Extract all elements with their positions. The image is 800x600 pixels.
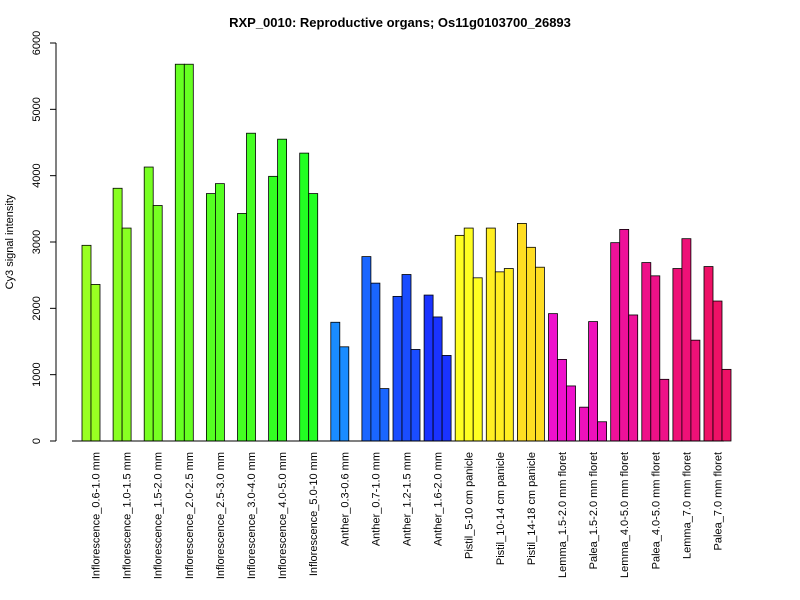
x-tick-label: Pistil_14-18 cm panicle (526, 452, 538, 565)
bar (90, 284, 101, 442)
bar (690, 339, 701, 442)
bar (610, 242, 621, 442)
y-tick-label: 6000 (31, 31, 43, 55)
y-tick-label: 2000 (31, 296, 43, 320)
x-tick-label: Inflorescence_3.0-4.0 mm (246, 452, 258, 579)
bar (454, 234, 465, 442)
y-tick-label: 4000 (31, 163, 43, 187)
x-tick-label: Inflorescence_5.0-10 mm (308, 452, 320, 576)
bar (268, 175, 279, 442)
bar (401, 274, 412, 442)
chart-title: RXP_0010: Reproductive organs; Os11g0103… (229, 15, 571, 30)
x-tick-label: Lemma_1.5-2.0 mm floret (557, 452, 569, 578)
bar (214, 183, 225, 442)
bar (174, 63, 185, 442)
x-tick-label: Pistil_10-14 cm panicle (495, 452, 507, 565)
x-tick-label: Inflorescence_1.5-2.0 mm (153, 452, 165, 579)
x-tick-label: Lemma_7.0 mm floret (681, 452, 693, 559)
bar (392, 295, 403, 442)
bar (672, 268, 683, 442)
bar (441, 355, 452, 442)
x-tick-label: Anther_0.3-0.6 mm (339, 452, 351, 546)
y-axis-label: Cy3 signal intensity (4, 194, 16, 289)
x-tick-label: Inflorescence_1.0-1.5 mm (122, 452, 134, 579)
bar (628, 314, 639, 442)
x-tick-label: Anther_1.2-1.5 mm (402, 452, 414, 546)
bar (143, 166, 154, 442)
bar (650, 275, 661, 442)
bar (183, 63, 194, 442)
bar (277, 138, 288, 442)
bar (432, 316, 443, 442)
bar (472, 277, 483, 442)
y-axis: 0 1000 2000 3000 4000 5000 6000 (31, 31, 57, 444)
bar (205, 193, 216, 442)
bar (566, 385, 576, 442)
x-tick-label: Palea_1.5-2.0 mm floret (588, 452, 600, 569)
bar (517, 223, 527, 442)
bar (703, 266, 714, 442)
x-tick-label: Inflorescence_0.6-1.0 mm (91, 452, 103, 579)
x-tick-label: Inflorescence_4.0-5.0 mm (277, 452, 289, 579)
bar (557, 359, 567, 442)
bar (485, 227, 496, 442)
bar (339, 346, 350, 442)
y-tick-label: 0 (31, 438, 43, 444)
bar (503, 268, 514, 442)
bar (112, 187, 123, 442)
bar (535, 266, 545, 442)
x-tick-label: Inflorescence_2.0-2.5 mm (184, 452, 196, 579)
x-tick-label: Inflorescence_2.5-3.0 mm (215, 452, 227, 579)
x-tick-label: Pistil_5-10 cm panicle (464, 452, 476, 559)
bars-group (81, 63, 732, 442)
bar (597, 421, 607, 442)
x-tick-label: Palea_4.0-5.0 mm floret (650, 452, 662, 569)
bar (588, 321, 598, 442)
bar (579, 406, 589, 442)
bar (410, 349, 421, 442)
y-tick-label: 3000 (31, 230, 43, 254)
bar (548, 313, 558, 442)
bar (641, 262, 652, 442)
bar (81, 244, 92, 442)
x-tick-label: Palea_7.0 mm floret (713, 452, 725, 550)
bar (659, 378, 670, 442)
bar (121, 227, 132, 442)
bar (526, 246, 536, 442)
bar (423, 294, 434, 442)
bar (370, 282, 381, 442)
bar (463, 227, 474, 442)
bar (712, 300, 723, 442)
x-tick-label: Anther_1.6-2.0 mm (433, 452, 445, 546)
x-tick-label: Lemma_4.0-5.0 mm floret (619, 452, 631, 578)
bar (308, 193, 319, 442)
y-tick-label: 5000 (31, 97, 43, 121)
bar (361, 256, 372, 442)
bar (379, 388, 390, 442)
bar (330, 321, 341, 442)
x-axis-labels: Inflorescence_0.6-1.0 mm Inflorescence_1.… (91, 452, 725, 579)
bar (246, 132, 256, 442)
bar (619, 228, 630, 442)
bar (152, 205, 163, 442)
bar (494, 271, 505, 442)
bar (237, 213, 247, 442)
x-tick-label: Anther_0.7-1.0 mm (370, 452, 382, 546)
bar (681, 238, 692, 442)
bar (299, 152, 310, 442)
y-tick-label: 1000 (31, 362, 43, 386)
bar (721, 368, 732, 442)
